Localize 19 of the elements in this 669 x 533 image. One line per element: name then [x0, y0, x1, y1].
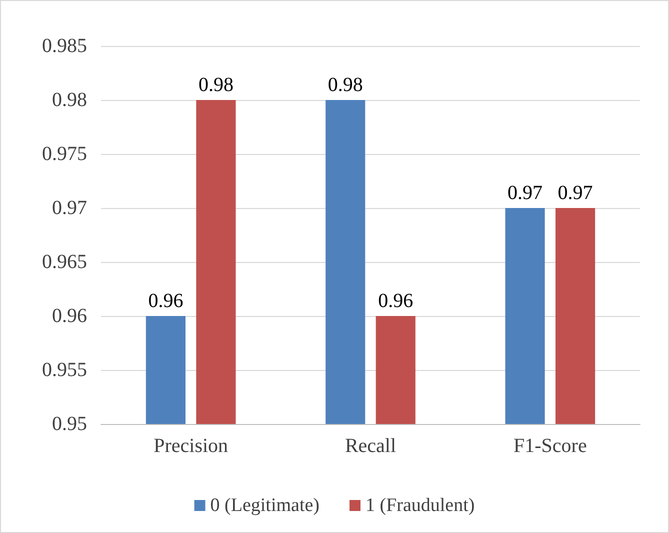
legend-label: 1 (Fraudulent)	[365, 495, 475, 516]
y-tick-label: 0.985	[42, 35, 87, 57]
y-tick-label: 0.965	[42, 251, 87, 273]
y-tick-label: 0.96	[52, 305, 87, 327]
data-label: 0.97	[558, 182, 593, 204]
legend-label: 0 (Legitimate)	[210, 495, 320, 516]
data-label: 0.96	[378, 290, 414, 312]
x-tick-label: F1-Score	[514, 435, 587, 457]
x-tick-label: Precision	[154, 435, 228, 457]
y-tick-label: 0.955	[42, 359, 87, 381]
x-tick-label: Recall	[344, 435, 396, 457]
data-label: 0.98	[328, 74, 363, 96]
y-tick-label: 0.95	[52, 413, 87, 435]
data-label: 0.96	[148, 290, 184, 312]
data-label: 0.98	[198, 74, 234, 96]
y-tick-label: 0.97	[52, 197, 87, 219]
y-tick-label: 0.98	[52, 89, 87, 111]
data-label: 0.97	[508, 182, 543, 204]
y-tick-label: 0.975	[42, 143, 87, 165]
